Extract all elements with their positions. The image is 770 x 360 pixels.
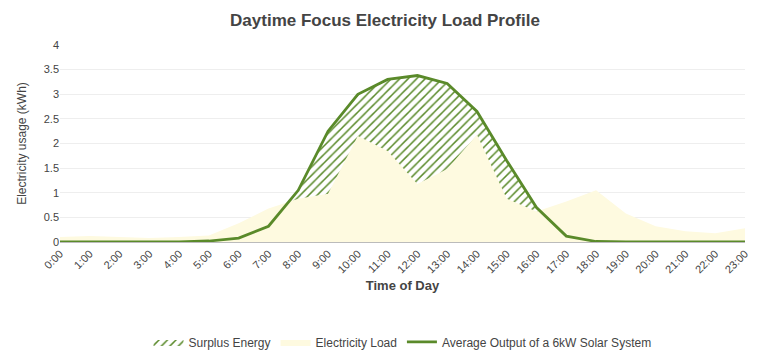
svg-text:16:00: 16:00 (514, 248, 542, 276)
svg-text:8:00: 8:00 (280, 248, 304, 272)
svg-text:Electricity usage (kWh): Electricity usage (kWh) (15, 82, 29, 205)
svg-text:2: 2 (53, 137, 59, 149)
svg-text:4:00: 4:00 (161, 248, 185, 272)
svg-text:3: 3 (53, 88, 59, 100)
svg-text:Time of Day: Time of Day (366, 278, 440, 293)
svg-text:5:00: 5:00 (191, 248, 215, 272)
svg-text:0:00: 0:00 (42, 248, 66, 272)
svg-text:19:00: 19:00 (603, 248, 631, 276)
svg-text:6:00: 6:00 (220, 248, 244, 272)
svg-text:Daytime Focus Electricity Load: Daytime Focus Electricity Load Profile (230, 11, 540, 30)
svg-text:3:00: 3:00 (131, 248, 155, 272)
svg-text:1: 1 (53, 187, 59, 199)
svg-text:10:00: 10:00 (335, 248, 363, 276)
svg-text:11:00: 11:00 (366, 248, 393, 275)
svg-text:4: 4 (53, 39, 59, 51)
svg-text:2.5: 2.5 (44, 113, 59, 125)
svg-text:13:00: 13:00 (425, 248, 453, 276)
svg-text:1:00: 1:00 (71, 248, 95, 272)
svg-text:Surplus Energy: Surplus Energy (189, 336, 271, 350)
svg-text:Electricity Load: Electricity Load (316, 336, 397, 350)
svg-text:12:00: 12:00 (395, 248, 423, 276)
svg-text:15:00: 15:00 (484, 248, 512, 276)
svg-text:3.5: 3.5 (44, 63, 59, 75)
svg-text:0.5: 0.5 (44, 211, 59, 223)
svg-text:17:00: 17:00 (544, 248, 572, 276)
svg-text:14:00: 14:00 (454, 248, 482, 276)
svg-text:20:00: 20:00 (633, 248, 661, 276)
svg-text:Average Output of a 6kW Solar: Average Output of a 6kW Solar System (442, 336, 651, 350)
svg-text:18:00: 18:00 (573, 248, 601, 276)
svg-text:21:00: 21:00 (663, 248, 691, 276)
svg-text:22:00: 22:00 (693, 248, 721, 276)
svg-text:0: 0 (53, 236, 59, 248)
svg-text:1.5: 1.5 (44, 162, 59, 174)
svg-text:9:00: 9:00 (310, 248, 334, 272)
svg-text:23:00: 23:00 (722, 248, 750, 276)
svg-text:2:00: 2:00 (101, 248, 125, 272)
svg-text:7:00: 7:00 (250, 248, 274, 272)
